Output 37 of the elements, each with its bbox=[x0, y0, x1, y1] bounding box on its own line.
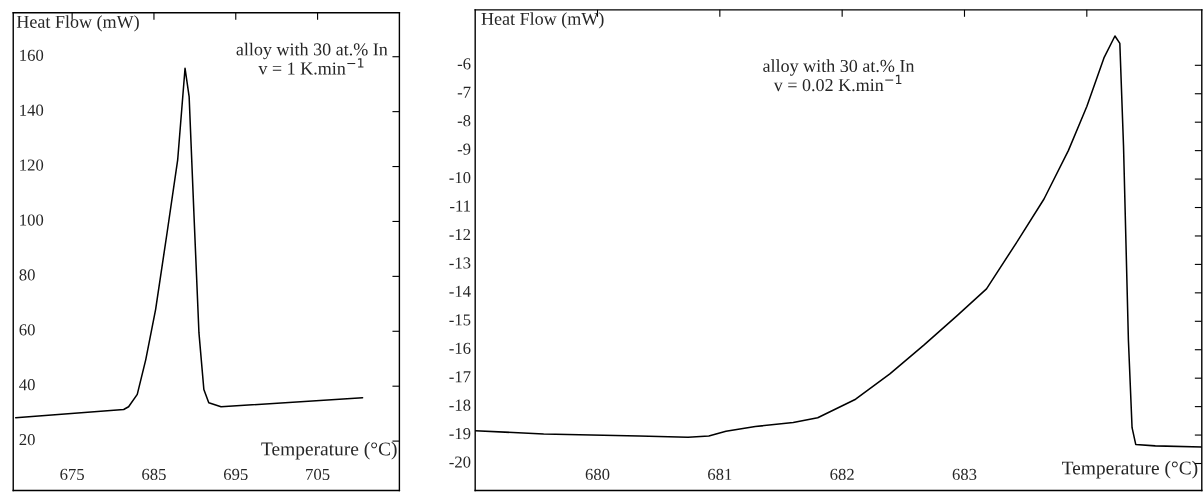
y-tick-label: -14 bbox=[449, 285, 471, 297]
y-tick-label: -6 bbox=[457, 58, 471, 70]
y-tick-label: -13 bbox=[449, 257, 471, 269]
y-tick-label: -9 bbox=[457, 143, 471, 155]
x-tick-label: 683 bbox=[952, 468, 977, 481]
y-tick-label: 140 bbox=[20, 104, 44, 116]
y-tick-label: -18 bbox=[449, 399, 471, 411]
x-tick-label: 680 bbox=[585, 468, 610, 481]
x-tick-label: 682 bbox=[830, 468, 854, 481]
y-tick-label: 160 bbox=[20, 49, 44, 61]
annotation: alloy with 30 at.% In v = 0.02 K.min$^{−1}$ bbox=[763, 59, 915, 92]
x-axis-title: Temperature (°C) bbox=[261, 441, 397, 460]
y-tick-label: -7 bbox=[457, 86, 471, 98]
x-tick-label: 685 bbox=[142, 468, 166, 481]
y-tick-label: 20 bbox=[19, 434, 35, 446]
y-tick-label: 60 bbox=[19, 324, 35, 336]
y-tick-label: 120 bbox=[20, 159, 44, 171]
x-tick-label: 675 bbox=[60, 468, 84, 481]
x-tick-label: 705 bbox=[306, 468, 330, 481]
y-tick-label: -19 bbox=[449, 428, 471, 440]
y-tick-label: -12 bbox=[449, 228, 471, 240]
y-tick-label: -11 bbox=[450, 200, 471, 212]
y-tick-label: 100 bbox=[20, 214, 44, 226]
y-tick-label: 80 bbox=[19, 269, 35, 281]
y-tick-label: -16 bbox=[449, 342, 471, 354]
y-tick-label: -10 bbox=[449, 172, 471, 184]
x-axis-title: Temperature (°C) bbox=[1062, 460, 1198, 479]
y-tick-label: 40 bbox=[19, 379, 35, 391]
y-tick-label: -8 bbox=[457, 115, 471, 127]
y-tick-label: -17 bbox=[449, 371, 471, 383]
y-tick-label: -15 bbox=[449, 314, 471, 326]
y-axis-title: Heat Flow (mW) bbox=[481, 12, 604, 29]
y-axis-title: Heat Flow (mW) bbox=[16, 15, 139, 32]
x-tick-label: 681 bbox=[708, 468, 732, 481]
x-tick-label: 695 bbox=[223, 468, 248, 481]
annotation: alloy with 30 at.% In v = 1 K.min$^{−1}$ bbox=[236, 42, 388, 75]
y-tick-label: -20 bbox=[449, 456, 471, 468]
